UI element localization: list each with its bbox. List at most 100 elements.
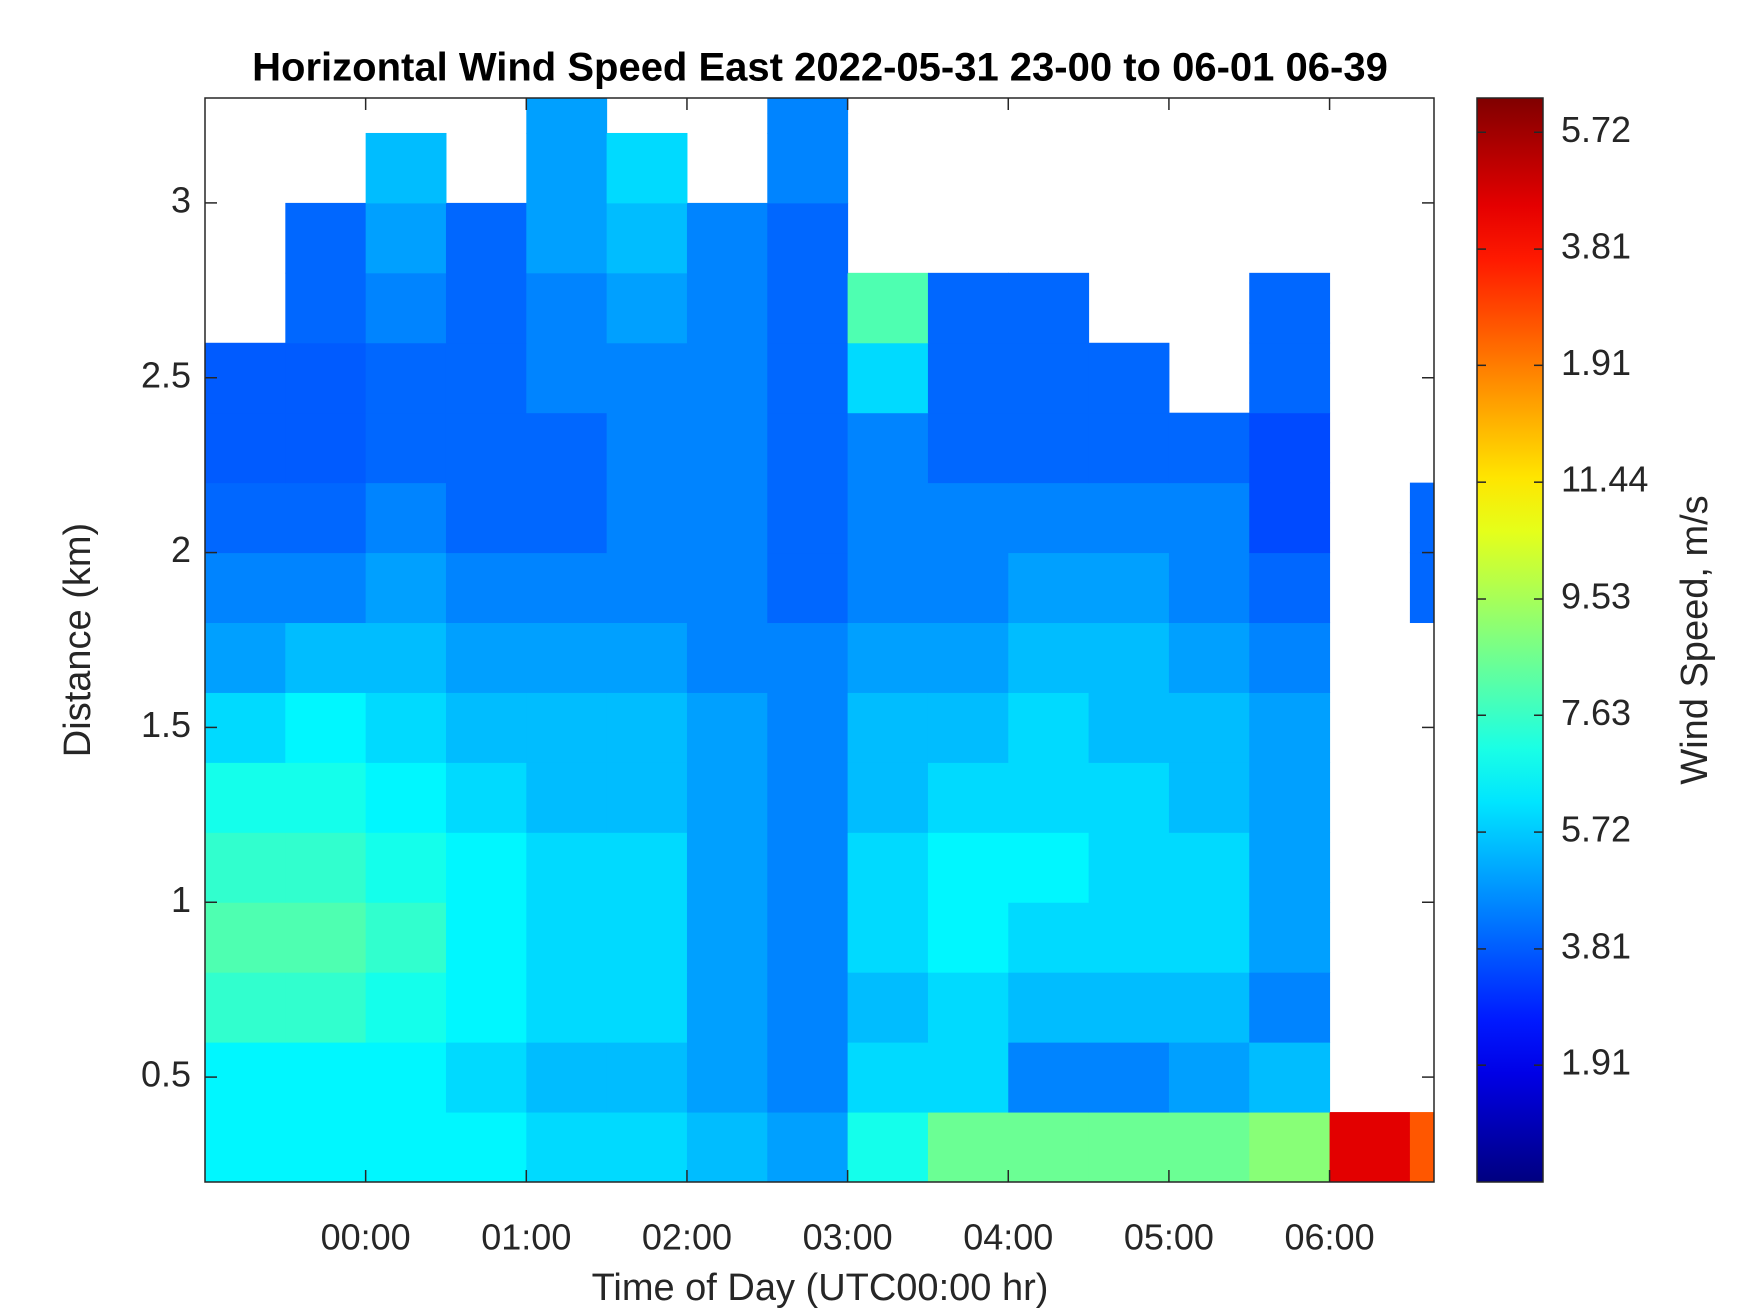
- heatmap-cell: [767, 692, 849, 763]
- heatmap-cell: [847, 342, 929, 414]
- heatmap-cell: [1008, 762, 1090, 833]
- heatmap-cell: [767, 202, 849, 274]
- heatmap-cell: [686, 1042, 768, 1113]
- colorbar: [1476, 97, 1544, 1183]
- heatmap-cell: [767, 272, 849, 344]
- heatmap-cell: [526, 762, 608, 833]
- heatmap-cell: [1249, 902, 1331, 973]
- heatmap-cell: [686, 762, 768, 833]
- heatmap-cell: [1008, 832, 1090, 903]
- heatmap-cell: [767, 622, 849, 693]
- heatmap-cell: [1008, 692, 1090, 763]
- heatmap-cell: [365, 1042, 447, 1113]
- y-tick-label: 1: [171, 879, 191, 920]
- heatmap-cell: [927, 832, 1009, 903]
- heatmap-cell: [445, 552, 527, 624]
- heatmap-cell: [1088, 622, 1170, 693]
- heatmap-cell: [365, 552, 447, 624]
- heatmap-cell: [1409, 1112, 1435, 1183]
- heatmap-cell: [847, 762, 929, 833]
- heatmap-cell: [205, 412, 286, 484]
- heatmap-cell: [847, 552, 929, 624]
- heatmap-cell: [606, 902, 688, 973]
- colorbar-tick-label: 11.44: [1561, 459, 1648, 500]
- heatmap-cell: [1088, 1042, 1170, 1113]
- heatmap-cell: [285, 832, 367, 903]
- heatmap-cell: [767, 1042, 849, 1113]
- heatmap-cell: [526, 202, 608, 274]
- heatmap-cell: [205, 902, 286, 973]
- heatmap-cell: [767, 762, 849, 833]
- heatmap-cell: [847, 1112, 929, 1183]
- heatmap-cell: [285, 482, 367, 554]
- heatmap-cell: [285, 342, 367, 414]
- heatmap-cell: [445, 1112, 527, 1183]
- heatmap-cell: [927, 552, 1009, 624]
- heatmap-cell: [927, 412, 1009, 484]
- heatmap-cell: [205, 622, 286, 693]
- heatmap-cell: [1088, 902, 1170, 973]
- heatmap-cell: [1249, 832, 1331, 903]
- heatmap-cell: [847, 412, 929, 484]
- heatmap-cell: [285, 552, 367, 624]
- colorbar-tick-label: 7.63: [1561, 692, 1631, 733]
- heatmap-cell: [526, 692, 608, 763]
- heatmap-cell: [445, 412, 527, 484]
- heatmap-cell: [1168, 832, 1250, 903]
- heatmap-cell: [526, 482, 608, 554]
- heatmap-cell: [1168, 902, 1250, 973]
- heatmap-cell: [767, 1112, 849, 1183]
- heatmap-cell: [526, 412, 608, 484]
- heatmap-cell: [365, 832, 447, 903]
- heatmap-cell: [1088, 1112, 1170, 1183]
- heatmap-cell: [606, 622, 688, 693]
- heatmap-cell: [205, 482, 286, 554]
- heatmap-cell: [1088, 832, 1170, 903]
- heatmap-cell: [1249, 412, 1331, 484]
- heatmap-cell: [1168, 622, 1250, 693]
- heatmap-cell: [1168, 1042, 1250, 1113]
- heatmap-cell: [1249, 692, 1331, 763]
- heatmap-cell: [606, 762, 688, 833]
- heatmap-cell: [285, 762, 367, 833]
- heatmap-cell: [927, 762, 1009, 833]
- chart-title: Horizontal Wind Speed East 2022-05-31 23…: [252, 46, 1388, 90]
- heatmap-cell: [686, 972, 768, 1043]
- heatmap-cell: [285, 622, 367, 693]
- heatmap-cell: [1008, 1112, 1090, 1183]
- heatmap-cell: [205, 1112, 286, 1183]
- heatmap-cell: [927, 482, 1009, 554]
- heatmap-cell: [927, 622, 1009, 693]
- heatmap-cell: [1168, 972, 1250, 1043]
- heatmap-cell: [1409, 482, 1435, 554]
- heatmap-cell: [285, 692, 367, 763]
- heatmap-cell: [1249, 552, 1331, 624]
- heatmap-cell: [285, 202, 367, 274]
- heatmap-cell: [526, 1112, 608, 1183]
- heatmap-cell: [205, 692, 286, 763]
- heatmap-cell: [365, 342, 447, 414]
- heatmap-cell: [1008, 972, 1090, 1043]
- colorbar-label: Wind Speed, m/s: [1674, 495, 1716, 784]
- heatmap-cell: [526, 272, 608, 344]
- heatmap-cell: [445, 482, 527, 554]
- heatmap-cell: [1008, 342, 1090, 414]
- heatmap-cell: [767, 552, 849, 624]
- heatmap-cell: [1008, 272, 1090, 344]
- heatmap-cell: [927, 692, 1009, 763]
- heatmap-cell: [285, 1042, 367, 1113]
- heatmap-cell: [365, 1112, 447, 1183]
- heatmap-cell: [1168, 412, 1250, 484]
- heatmap-cell: [445, 902, 527, 973]
- heatmap-cell: [1088, 482, 1170, 554]
- y-tick-label: 2.5: [141, 354, 191, 395]
- x-tick-label: 04:00: [963, 1217, 1053, 1258]
- heatmap-cell: [205, 1042, 286, 1113]
- heatmap-cell: [767, 342, 849, 414]
- heatmap-cell: [847, 972, 929, 1043]
- heatmap-cell: [526, 132, 608, 204]
- heatmap-cell: [606, 482, 688, 554]
- heatmap-cell: [686, 832, 768, 903]
- colorbar-tick-label: 1.91: [1561, 342, 1631, 383]
- colorbar-tick-label: 3.81: [1561, 226, 1631, 267]
